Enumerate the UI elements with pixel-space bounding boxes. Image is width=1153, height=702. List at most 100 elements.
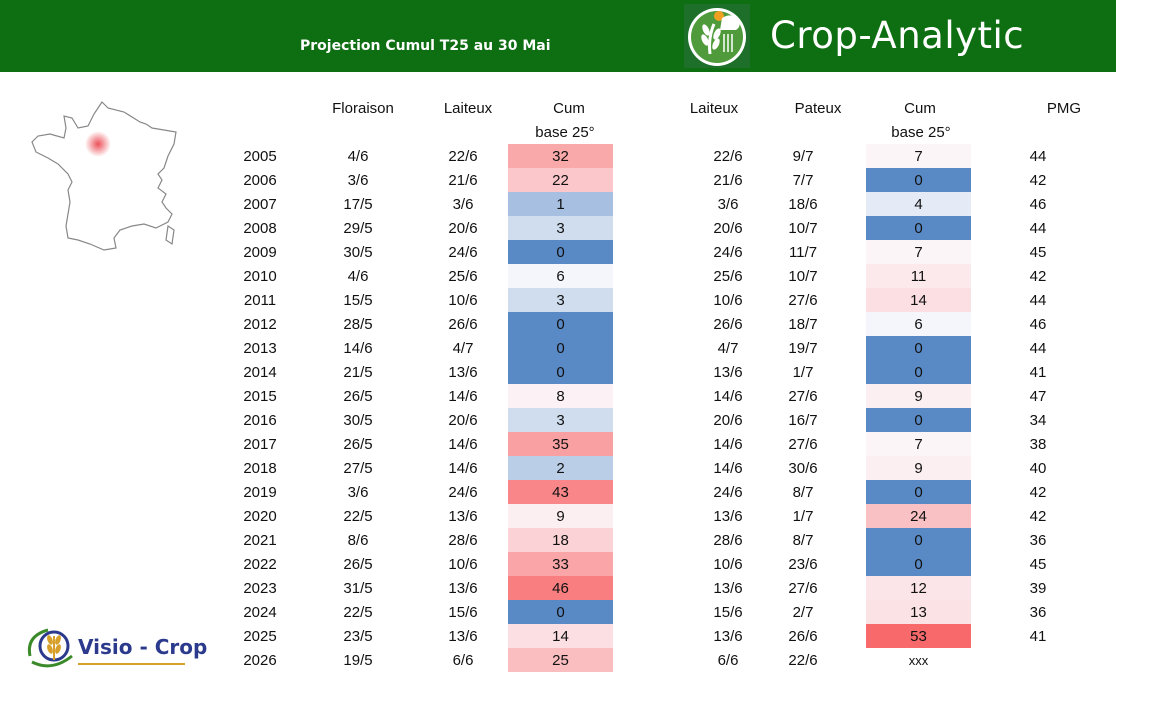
year-cell: 2005 bbox=[243, 147, 277, 165]
spacer-cell bbox=[971, 168, 1008, 192]
laiteux-2-cell: 20/6 bbox=[713, 411, 743, 429]
cum-cell: 1 bbox=[508, 192, 613, 216]
laiteux-cell: 10/6 bbox=[448, 291, 478, 309]
spacer-cell bbox=[613, 168, 683, 192]
spacer-cell bbox=[833, 480, 866, 504]
cum-2-cell: 53 bbox=[866, 624, 971, 648]
spacer-cell bbox=[833, 408, 866, 432]
laiteux-cell: 14/6 bbox=[448, 459, 478, 477]
table-row: 2024 22/5 15/6 0 15/6 2/7 13 36 bbox=[222, 600, 1068, 624]
table-row: 2018 27/5 14/6 2 14/6 30/6 9 40 bbox=[222, 456, 1068, 480]
laiteux-2-cell: 28/6 bbox=[713, 531, 743, 549]
spacer-cell bbox=[833, 504, 866, 528]
cum-2-cell: 4 bbox=[866, 192, 971, 216]
laiteux-cell: 13/6 bbox=[448, 363, 478, 381]
cum-cell: 0 bbox=[508, 600, 613, 624]
laiteux-cell: 26/6 bbox=[448, 315, 478, 333]
pateux-cell: 27/6 bbox=[788, 291, 818, 309]
cum-cell: 0 bbox=[508, 360, 613, 384]
spacer-cell bbox=[833, 240, 866, 264]
cum-cell: 3 bbox=[508, 408, 613, 432]
cum-cell: 0 bbox=[508, 336, 613, 360]
spacer-cell bbox=[971, 480, 1008, 504]
laiteux-cell: 13/6 bbox=[448, 579, 478, 597]
header-laiteux: Laiteux bbox=[443, 100, 493, 117]
header-cum: Cum bbox=[553, 100, 585, 117]
year-cell: 2009 bbox=[243, 243, 277, 261]
cum-2-cell: 7 bbox=[866, 144, 971, 168]
laiteux-cell: 24/6 bbox=[448, 243, 478, 261]
table-row: 2017 26/5 14/6 35 14/6 27/6 7 38 bbox=[222, 432, 1068, 456]
spacer-cell bbox=[833, 648, 866, 672]
table-row: 2008 29/5 20/6 3 20/6 10/7 0 44 bbox=[222, 216, 1068, 240]
table-row: 2014 21/5 13/6 0 13/6 1/7 0 41 bbox=[222, 360, 1068, 384]
laiteux-2-cell: 25/6 bbox=[713, 267, 743, 285]
floraison-cell: 29/5 bbox=[343, 219, 373, 237]
laiteux-2-cell: 13/6 bbox=[713, 363, 743, 381]
header-cum-base: base 25° bbox=[535, 124, 595, 141]
spacer-cell bbox=[613, 192, 683, 216]
cum-2-cell: 7 bbox=[866, 432, 971, 456]
pateux-cell: 7/7 bbox=[792, 171, 814, 189]
header-pateux: Pateux bbox=[794, 100, 842, 117]
pmg-cell: 45 bbox=[1029, 243, 1047, 261]
pateux-cell: 27/6 bbox=[788, 435, 818, 453]
header-laiteux-2: Laiteux bbox=[689, 100, 739, 117]
pmg-cell: 46 bbox=[1029, 315, 1047, 333]
cum-2-cell: 9 bbox=[866, 456, 971, 480]
floraison-cell: 4/6 bbox=[347, 147, 369, 165]
year-cell: 2026 bbox=[243, 651, 277, 669]
pmg-cell: 41 bbox=[1029, 627, 1047, 645]
pmg-cell: 40 bbox=[1029, 459, 1047, 477]
laiteux-cell: 20/6 bbox=[448, 411, 478, 429]
table-row: 2019 3/6 24/6 43 24/6 8/7 0 42 bbox=[222, 480, 1068, 504]
spacer-cell bbox=[833, 144, 866, 168]
laiteux-2-cell: 22/6 bbox=[713, 147, 743, 165]
spacer-cell bbox=[613, 480, 683, 504]
table-row: 2026 19/5 6/6 25 6/6 22/6 xxx bbox=[222, 648, 1068, 672]
pmg-cell: 34 bbox=[1029, 411, 1047, 429]
laiteux-cell: 15/6 bbox=[448, 603, 478, 621]
pateux-cell: 2/7 bbox=[792, 603, 814, 621]
laiteux-cell: 6/6 bbox=[452, 651, 474, 669]
year-cell: 2013 bbox=[243, 339, 277, 357]
spacer-cell bbox=[833, 624, 866, 648]
spacer-cell bbox=[613, 312, 683, 336]
spacer-cell bbox=[833, 192, 866, 216]
year-cell: 2025 bbox=[243, 627, 277, 645]
pateux-cell: 9/7 bbox=[792, 147, 814, 165]
pateux-cell: 30/6 bbox=[788, 459, 818, 477]
spacer-cell bbox=[833, 216, 866, 240]
year-cell: 2015 bbox=[243, 387, 277, 405]
cum-2-cell: 7 bbox=[866, 240, 971, 264]
year-cell: 2024 bbox=[243, 603, 277, 621]
floraison-cell: 15/5 bbox=[343, 291, 373, 309]
cum-cell: 32 bbox=[508, 144, 613, 168]
table-row: 2015 26/5 14/6 8 14/6 27/6 9 47 bbox=[222, 384, 1068, 408]
spacer-cell bbox=[971, 360, 1008, 384]
laiteux-cell: 20/6 bbox=[448, 219, 478, 237]
laiteux-2-cell: 10/6 bbox=[713, 555, 743, 573]
laiteux-cell: 14/6 bbox=[448, 387, 478, 405]
laiteux-cell: 14/6 bbox=[448, 435, 478, 453]
floraison-cell: 4/6 bbox=[347, 267, 369, 285]
pateux-cell: 8/7 bbox=[792, 483, 814, 501]
laiteux-2-cell: 26/6 bbox=[713, 315, 743, 333]
laiteux-cell: 10/6 bbox=[448, 555, 478, 573]
cum-2-cell: 0 bbox=[866, 552, 971, 576]
laiteux-2-cell: 6/6 bbox=[717, 651, 739, 669]
laiteux-2-cell: 21/6 bbox=[713, 171, 743, 189]
france-map bbox=[28, 98, 180, 261]
laiteux-cell: 24/6 bbox=[448, 483, 478, 501]
spacer-cell bbox=[971, 408, 1008, 432]
laiteux-2-cell: 20/6 bbox=[713, 219, 743, 237]
pmg-cell: 42 bbox=[1029, 171, 1047, 189]
spacer-cell bbox=[971, 648, 1008, 672]
cum-cell: 43 bbox=[508, 480, 613, 504]
header-cum-2: Cum bbox=[904, 100, 936, 117]
pateux-cell: 26/6 bbox=[788, 627, 818, 645]
spacer-cell bbox=[833, 600, 866, 624]
spacer-cell bbox=[971, 432, 1008, 456]
spacer-cell bbox=[613, 456, 683, 480]
spacer-cell bbox=[613, 552, 683, 576]
